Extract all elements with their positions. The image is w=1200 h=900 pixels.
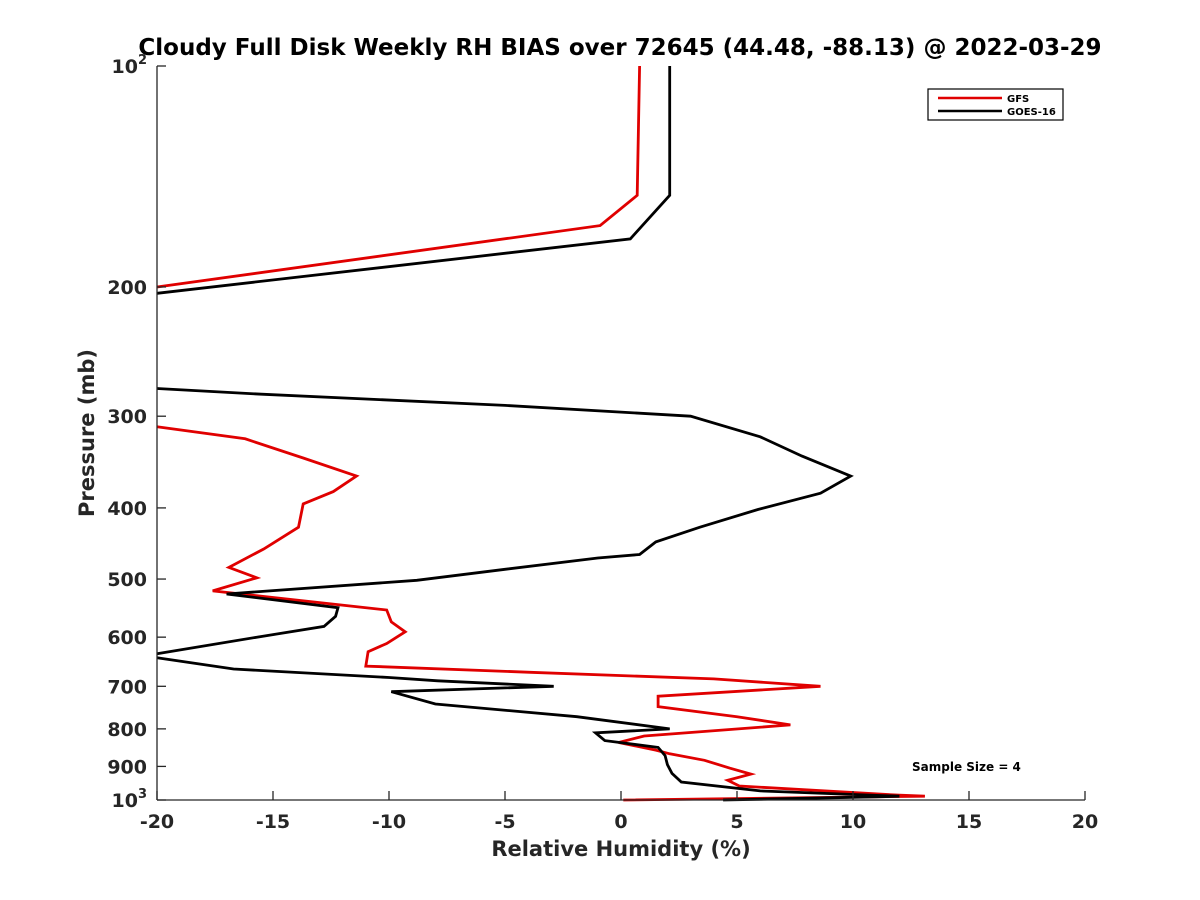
x-tick-label: 5 [730, 811, 743, 833]
y-tick-label: 103 [112, 787, 148, 812]
legend-label-gfs: GFS [1007, 94, 1029, 105]
sample-size-annotation: Sample Size = 4 [912, 760, 1021, 774]
series-line-gfs [156, 65, 925, 802]
y-tick-label: 102 [112, 53, 148, 78]
y-tick-label: 400 [107, 498, 147, 520]
x-axis-label: Relative Humidity (%) [491, 837, 750, 861]
x-tick-label: 20 [1072, 811, 1098, 833]
x-axis-ticks: -20 -15 -10 -5 0 5 10 15 20 [140, 791, 1098, 833]
y-axis-ticks: 102 200 300 400 500 600 700 800 900 103 [107, 53, 166, 812]
y-tick-label: 600 [107, 627, 147, 649]
y-tick-label: 300 [107, 406, 147, 428]
series-line-goes-16 [156, 66, 900, 802]
x-tick-label: -5 [494, 811, 515, 833]
legend: GFS GOES-16 [927, 88, 1064, 121]
y-axis-label: Pressure (mb) [75, 349, 99, 517]
x-tick-label: -15 [256, 811, 290, 833]
x-tick-label: -20 [140, 811, 174, 833]
y-tick-label: 800 [107, 719, 147, 741]
y-tick-label: 900 [107, 756, 147, 778]
x-tick-label: 15 [956, 811, 982, 833]
y-tick-label: 700 [107, 676, 147, 698]
plot-lines [156, 65, 925, 802]
legend-box [927, 88, 1064, 121]
y-tick-label: 200 [107, 277, 147, 299]
x-tick-label: 0 [614, 811, 627, 833]
chart-title: Cloudy Full Disk Weekly RH BIAS over 726… [138, 35, 1101, 61]
x-tick-label: -10 [372, 811, 406, 833]
x-tick-label: 10 [840, 811, 866, 833]
legend-label-goes-16: GOES-16 [1007, 107, 1056, 118]
y-tick-label: 500 [107, 569, 147, 591]
